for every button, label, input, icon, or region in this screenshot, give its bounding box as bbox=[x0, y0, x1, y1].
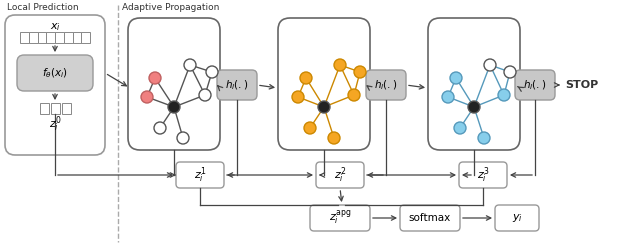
FancyBboxPatch shape bbox=[366, 70, 406, 100]
Text: $h_l(.)$: $h_l(.)$ bbox=[225, 78, 249, 92]
Text: $z_i^1$: $z_i^1$ bbox=[194, 165, 206, 185]
FancyBboxPatch shape bbox=[5, 15, 105, 155]
Circle shape bbox=[304, 122, 316, 134]
Bar bbox=[20, 32, 29, 43]
FancyBboxPatch shape bbox=[495, 205, 539, 231]
Bar bbox=[55, 32, 64, 43]
Circle shape bbox=[450, 72, 462, 84]
FancyBboxPatch shape bbox=[128, 18, 220, 150]
Circle shape bbox=[468, 101, 480, 113]
FancyBboxPatch shape bbox=[310, 205, 370, 231]
Circle shape bbox=[149, 72, 161, 84]
Circle shape bbox=[354, 66, 366, 78]
Circle shape bbox=[454, 122, 466, 134]
Text: $f_{\theta}(x_i)$: $f_{\theta}(x_i)$ bbox=[42, 66, 68, 80]
Text: $z_i^2$: $z_i^2$ bbox=[333, 165, 346, 185]
Text: $h_l(.)$: $h_l(.)$ bbox=[524, 78, 547, 92]
Text: $h_l(.)$: $h_l(.)$ bbox=[374, 78, 397, 92]
Bar bbox=[38, 32, 46, 43]
Circle shape bbox=[478, 132, 490, 144]
Circle shape bbox=[206, 66, 218, 78]
Text: $z_i^{\mathrm{apg}}$: $z_i^{\mathrm{apg}}$ bbox=[329, 209, 351, 227]
Bar bbox=[64, 32, 72, 43]
Text: $z_i^3$: $z_i^3$ bbox=[477, 165, 490, 185]
Circle shape bbox=[292, 91, 304, 103]
Bar bbox=[40, 103, 49, 114]
Circle shape bbox=[498, 89, 510, 101]
Circle shape bbox=[154, 122, 166, 134]
Circle shape bbox=[184, 59, 196, 71]
Bar bbox=[61, 103, 70, 114]
Circle shape bbox=[328, 132, 340, 144]
FancyBboxPatch shape bbox=[515, 70, 555, 100]
FancyBboxPatch shape bbox=[316, 162, 364, 188]
Bar bbox=[51, 103, 60, 114]
Bar bbox=[29, 32, 38, 43]
FancyBboxPatch shape bbox=[17, 55, 93, 91]
Circle shape bbox=[141, 91, 153, 103]
FancyBboxPatch shape bbox=[176, 162, 224, 188]
Text: STOP: STOP bbox=[565, 80, 598, 90]
FancyBboxPatch shape bbox=[400, 205, 460, 231]
Circle shape bbox=[177, 132, 189, 144]
Circle shape bbox=[300, 72, 312, 84]
Circle shape bbox=[168, 101, 180, 113]
Circle shape bbox=[442, 91, 454, 103]
Text: $z_i^0$: $z_i^0$ bbox=[49, 114, 61, 134]
Circle shape bbox=[199, 89, 211, 101]
Text: $x_i$: $x_i$ bbox=[49, 21, 61, 33]
Circle shape bbox=[504, 66, 516, 78]
Text: $y_i$: $y_i$ bbox=[511, 212, 522, 224]
Circle shape bbox=[348, 89, 360, 101]
Text: Local Prediction: Local Prediction bbox=[7, 3, 79, 12]
Bar bbox=[46, 32, 55, 43]
Bar bbox=[72, 32, 81, 43]
FancyBboxPatch shape bbox=[278, 18, 370, 150]
Bar bbox=[81, 32, 90, 43]
Text: softmax: softmax bbox=[409, 213, 451, 223]
FancyBboxPatch shape bbox=[217, 70, 257, 100]
FancyBboxPatch shape bbox=[428, 18, 520, 150]
Text: Adaptive Propagation: Adaptive Propagation bbox=[122, 3, 220, 12]
Circle shape bbox=[318, 101, 330, 113]
Circle shape bbox=[484, 59, 496, 71]
Circle shape bbox=[334, 59, 346, 71]
FancyBboxPatch shape bbox=[459, 162, 507, 188]
